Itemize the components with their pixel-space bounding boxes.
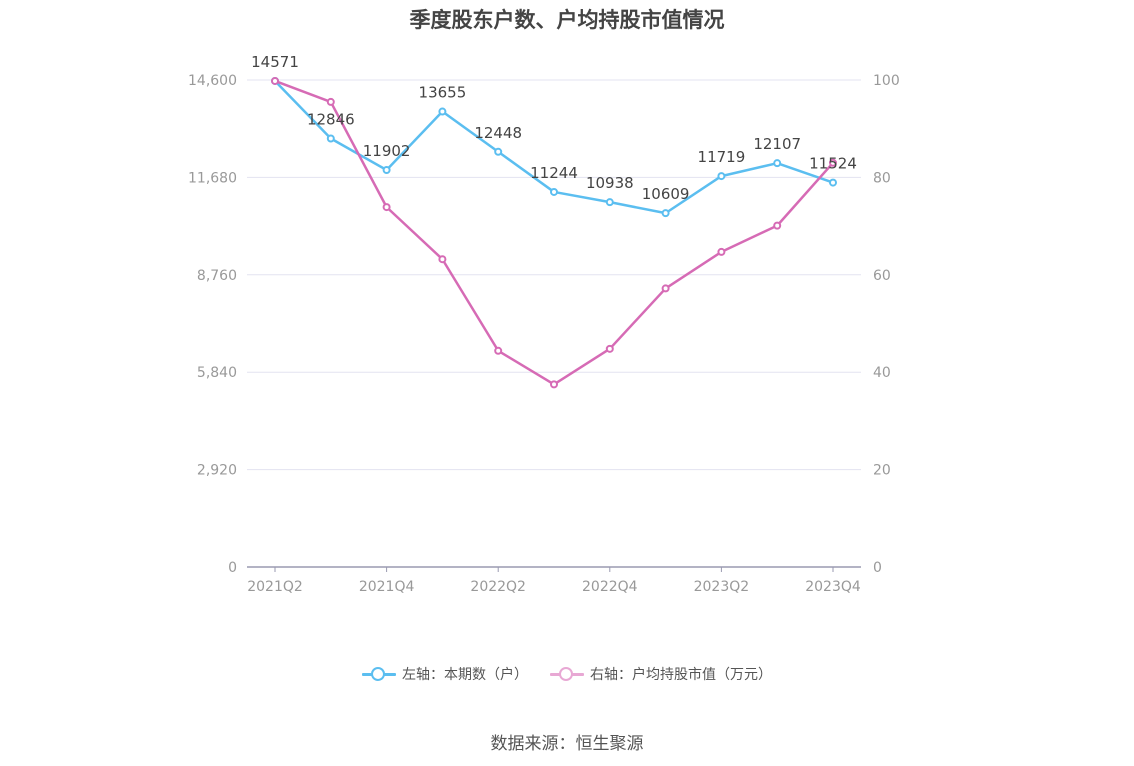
data-point-avg-value bbox=[661, 284, 670, 293]
right-axis-tick-label: 0 bbox=[873, 560, 882, 576]
data-point-avg-value bbox=[382, 203, 391, 212]
data-point-avg-value bbox=[438, 255, 447, 264]
data-point-holders bbox=[494, 147, 503, 156]
left-axis-tick-label: 8,760 bbox=[197, 268, 237, 284]
data-label: 13655 bbox=[419, 84, 467, 102]
legend-swatch-right-icon bbox=[550, 667, 584, 681]
data-label: 12107 bbox=[753, 135, 801, 153]
right-axis-tick-label: 20 bbox=[873, 463, 891, 479]
right-axis-tick-label: 80 bbox=[873, 170, 891, 186]
legend-swatch-left-icon bbox=[362, 667, 396, 681]
left-axis-tick-label: 11,680 bbox=[188, 170, 237, 186]
data-point-holders bbox=[605, 198, 614, 207]
data-point-holders bbox=[717, 172, 726, 181]
data-point-avg-value bbox=[494, 346, 503, 355]
data-label: 11524 bbox=[809, 155, 857, 173]
legend-label-left: 左轴：本期数（户） bbox=[402, 667, 528, 683]
left-axis-tick-label: 5,840 bbox=[197, 365, 237, 381]
data-point-avg-value bbox=[550, 380, 558, 389]
legend-item-left-series[interactable]: 左轴：本期数（户） bbox=[362, 664, 528, 684]
data-label: 11244 bbox=[530, 164, 578, 182]
right-axis-tick-label: 40 bbox=[873, 365, 891, 381]
data-point-holders bbox=[382, 165, 391, 174]
data-label: 10609 bbox=[642, 185, 690, 203]
data-point-avg-value bbox=[326, 97, 335, 106]
data-label: 14571 bbox=[251, 53, 299, 71]
legend-label-right: 右轴：户均持股市值（万元） bbox=[590, 667, 772, 683]
left-axis-tick-label: 2,920 bbox=[197, 463, 237, 479]
data-point-avg-value bbox=[271, 76, 279, 85]
data-point-holders bbox=[661, 209, 670, 218]
data-point-avg-value bbox=[605, 344, 614, 353]
legend: 左轴：本期数（户） 右轴：户均持股市值（万元） bbox=[0, 664, 1134, 684]
left-axis-tick-label: 14,600 bbox=[188, 73, 237, 89]
data-label: 11902 bbox=[363, 142, 411, 160]
data-point-avg-value bbox=[717, 247, 726, 256]
x-axis-tick-label: 2021Q4 bbox=[359, 579, 415, 595]
chart-title: 季度股东户数、户均持股市值情况 bbox=[409, 8, 725, 32]
data-label: 11719 bbox=[698, 148, 746, 166]
x-axis-tick-label: 2023Q4 bbox=[805, 579, 861, 595]
x-axis-tick-label: 2021Q2 bbox=[247, 579, 303, 595]
series-line-avg-value bbox=[274, 79, 834, 386]
data-label: 10938 bbox=[586, 174, 634, 192]
data-label: 12846 bbox=[307, 111, 355, 129]
data-source: 数据来源：恒生聚源 bbox=[490, 734, 644, 754]
data-point-holders bbox=[326, 134, 335, 143]
data-point-avg-value bbox=[829, 158, 837, 167]
data-point-holders bbox=[438, 107, 447, 116]
x-axis-tick-label: 2022Q2 bbox=[470, 579, 526, 595]
data-point-holders bbox=[773, 159, 782, 168]
x-axis-tick-label: 2022Q4 bbox=[582, 579, 638, 595]
right-axis-tick-label: 100 bbox=[873, 73, 900, 89]
data-label: 12448 bbox=[474, 124, 522, 142]
legend-item-right-series[interactable]: 右轴：户均持股市值（万元） bbox=[550, 664, 772, 684]
data-point-avg-value bbox=[773, 221, 782, 230]
left-axis-tick-label: 0 bbox=[228, 560, 237, 576]
x-axis-tick-label: 2023Q2 bbox=[694, 579, 750, 595]
data-point-holders bbox=[829, 178, 837, 187]
data-point-holders bbox=[550, 187, 558, 196]
right-axis-tick-label: 60 bbox=[873, 268, 891, 284]
